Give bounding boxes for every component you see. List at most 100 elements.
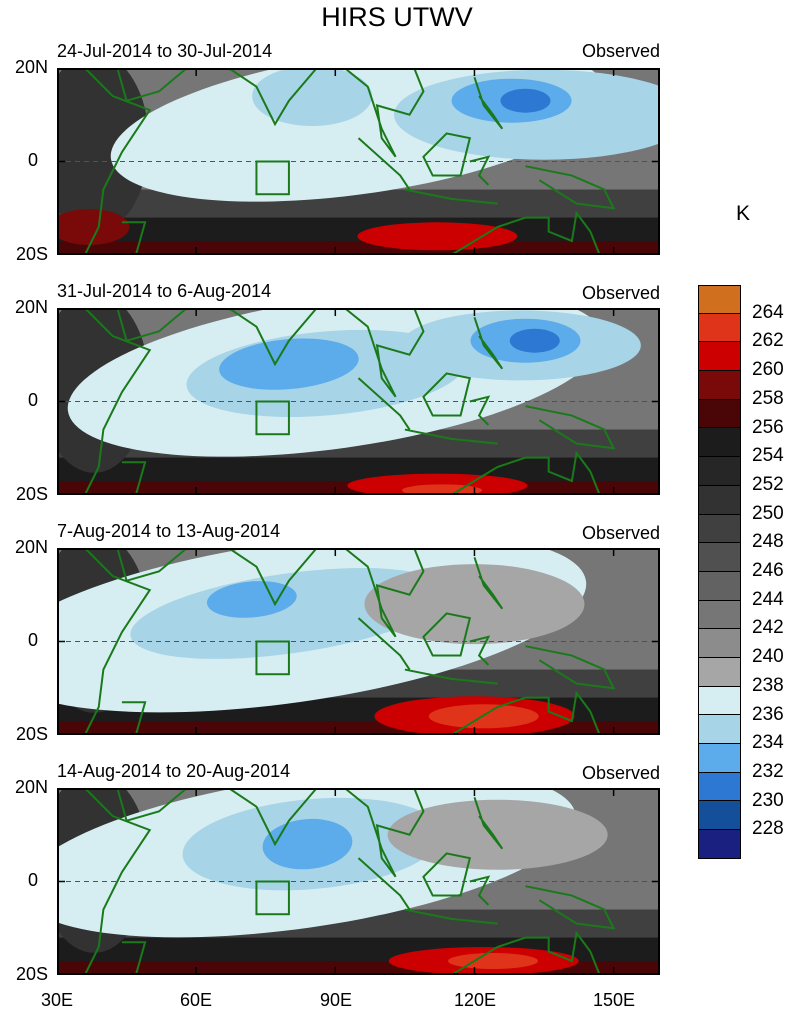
- coastline: [343, 68, 425, 158]
- coastline: [343, 548, 425, 638]
- coastline: [357, 617, 411, 671]
- colorbar-swatch: [698, 772, 741, 802]
- coastline: [422, 372, 472, 417]
- coastline: [404, 188, 498, 205]
- coastline: [121, 941, 147, 975]
- coastline: [469, 395, 491, 426]
- lat-label-20n: 20N: [14, 537, 48, 557]
- coastline: [422, 852, 472, 897]
- coastline: [116, 308, 188, 342]
- colorbar-tick-label: 248: [752, 531, 784, 553]
- panel-tag: Observed: [581, 523, 660, 543]
- panel-tag: Observed: [581, 763, 660, 783]
- moisture-contour: [262, 818, 353, 870]
- colorbar-tick-label: 260: [752, 359, 784, 381]
- coastline: [357, 857, 411, 911]
- lat-label-eq: 0: [27, 630, 38, 650]
- analysis-box: [255, 640, 290, 676]
- panel-tag: Observed: [581, 41, 660, 61]
- colorbar-tick-label: 230: [752, 789, 784, 811]
- coastline: [116, 788, 188, 822]
- colorbar-swatch: [698, 543, 741, 572]
- coastline: [116, 68, 188, 102]
- lat-label-eq: 0: [27, 150, 38, 170]
- lon-label-90e: 90E: [319, 990, 353, 1010]
- lat-label-20s: 20S: [15, 244, 48, 264]
- coastline: [83, 308, 152, 495]
- moisture-contour: [57, 208, 130, 245]
- panel-date-range: 31-Jul-2014 to 6-Aug-2014: [57, 281, 272, 301]
- coastline: [83, 68, 152, 255]
- lat-label-20n: 20N: [14, 777, 48, 797]
- coastline: [450, 450, 601, 495]
- colorbar-swatch: [698, 657, 741, 687]
- coastline: [450, 690, 601, 735]
- colorbar-swatch: [698, 715, 741, 744]
- colorbar-tick-label: 258: [752, 387, 784, 409]
- coastline: [469, 155, 491, 186]
- moisture-contour: [364, 564, 585, 645]
- colorbar-swatch: [698, 830, 741, 859]
- warm-band-south: [57, 720, 660, 735]
- lat-label-20s: 20S: [15, 484, 48, 504]
- utwv-map-1: [57, 68, 660, 255]
- coastline: [422, 132, 472, 177]
- coastline: [343, 308, 425, 398]
- moisture-contour: [347, 473, 528, 495]
- colorbar-tick-label: 242: [752, 617, 784, 639]
- utwv-map-3: [57, 548, 660, 735]
- colorbar-swatch: [698, 313, 741, 343]
- coastline: [473, 77, 504, 130]
- coastline: [121, 701, 147, 735]
- colorbar-tick-label: 232: [752, 760, 784, 782]
- colorbar-swatch: [698, 801, 741, 831]
- coastline: [525, 885, 616, 930]
- coastline: [228, 68, 318, 127]
- colorbar-swatch: [698, 399, 741, 429]
- colorbar-tick-label: 262: [752, 330, 784, 352]
- analysis-box: [255, 880, 290, 916]
- coastline: [525, 645, 616, 690]
- colorbar-swatch: [698, 485, 741, 515]
- lat-label-eq: 0: [27, 870, 38, 890]
- analysis-box: [255, 400, 290, 436]
- coastline: [450, 930, 601, 975]
- colorbar-unit: K: [736, 202, 751, 225]
- coastline: [450, 210, 601, 255]
- lon-label-60e: 60E: [179, 990, 213, 1010]
- coastline: [121, 461, 147, 495]
- lon-label-150e: 150E: [592, 990, 636, 1010]
- panel-date-range: 14-Aug-2014 to 20-Aug-2014: [57, 761, 291, 781]
- coastline: [83, 788, 152, 975]
- figure-title: HIRS UTWV: [321, 2, 473, 32]
- coastline: [357, 137, 411, 191]
- panel-tag: Observed: [581, 283, 660, 303]
- moisture-contour: [500, 88, 551, 113]
- lon-label-30e: 30E: [40, 990, 74, 1010]
- moisture-contour: [206, 581, 297, 618]
- colorbar-tick-label: 256: [752, 416, 784, 438]
- coastline: [357, 377, 411, 431]
- coastline: [525, 405, 616, 450]
- lon-label-120e: 120E: [453, 990, 497, 1010]
- coastline: [404, 428, 498, 445]
- coastline: [525, 165, 616, 210]
- coastline: [473, 797, 504, 850]
- colorbar-swatch: [698, 600, 741, 630]
- coastline: [469, 875, 491, 906]
- coastline: [473, 557, 504, 610]
- utwv-map-2: [57, 308, 660, 495]
- moisture-contour: [130, 568, 448, 659]
- utwv-map-4: [57, 788, 660, 975]
- coastline: [404, 668, 498, 685]
- lat-label-20n: 20N: [14, 297, 48, 317]
- panel-date-range: 7-Aug-2014 to 13-Aug-2014: [57, 521, 281, 541]
- colorbar: [698, 285, 741, 859]
- moisture-contour: [448, 952, 539, 969]
- colorbar-tick-label: 254: [752, 445, 784, 467]
- coastline: [228, 548, 318, 607]
- colorbar-swatch: [698, 285, 741, 314]
- analysis-box: [255, 160, 290, 196]
- colorbar-tick-label: 234: [752, 732, 784, 754]
- moisture-contour: [509, 328, 560, 353]
